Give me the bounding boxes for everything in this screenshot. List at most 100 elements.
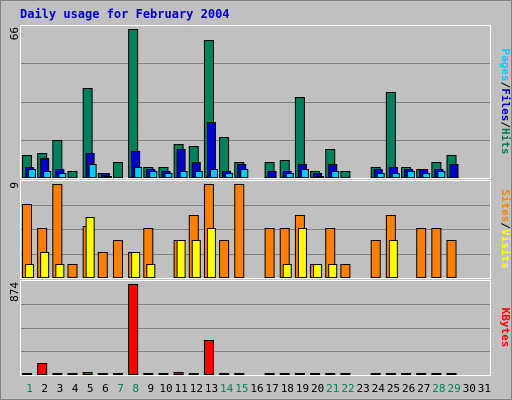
bar-kbytes-day-11	[173, 372, 184, 375]
bar-kbytes-day-18	[279, 373, 290, 375]
bar-kbytes-day-6	[97, 373, 108, 375]
x-tick-label-day-2: 2	[41, 382, 48, 395]
bar-sites-day-19	[297, 228, 307, 278]
bar-pages-day-3	[58, 173, 67, 178]
bar-kbytes-day-7	[112, 373, 123, 375]
bar-visits-day-24	[370, 240, 381, 278]
bar-visits-day-4	[67, 264, 78, 278]
bar-pages-day-11	[179, 171, 188, 178]
bar-kbytes-day-27	[416, 373, 427, 375]
x-tick-label-day-12: 12	[190, 382, 203, 395]
x-tick-label-day-8: 8	[132, 382, 139, 395]
side-label-part: /	[499, 121, 512, 128]
panel-box-kbytes	[20, 280, 491, 376]
bar-sites-day-9	[146, 264, 156, 278]
x-tick-label-day-6: 6	[102, 382, 109, 395]
bar-hits-day-25	[385, 92, 396, 178]
x-tick-label-day-28: 28	[432, 382, 445, 395]
bar-kbytes-day-10	[158, 373, 169, 375]
x-tick-label-day-1: 1	[26, 382, 33, 395]
bar-kbytes-day-29	[446, 373, 457, 375]
bar-hits-day-4	[67, 171, 78, 178]
x-tick-label-day-30: 30	[463, 382, 476, 395]
x-tick-label-day-31: 31	[478, 382, 491, 395]
bar-pages-day-18	[285, 173, 294, 178]
bar-sites-day-25	[388, 240, 398, 278]
x-tick-label-day-4: 4	[72, 382, 79, 395]
side-label-part: Pages	[499, 49, 512, 82]
bar-kbytes-day-2	[37, 363, 48, 375]
side-label-part: /	[499, 222, 512, 229]
bar-sites-day-8	[131, 252, 141, 278]
bar-pages-day-13	[209, 169, 218, 178]
bar-kbytes-day-13	[203, 340, 214, 375]
x-tick-label-day-26: 26	[402, 382, 415, 395]
bar-pages-day-28	[437, 171, 446, 178]
bar-kbytes-day-4	[67, 373, 78, 375]
chart-plot-area: 66Pages/Files/Hits9Sites/Visits874KBytes…	[8, 25, 512, 395]
bar-visits-day-28	[431, 228, 442, 278]
bar-pages-day-14	[225, 173, 234, 178]
bar-pages-day-12	[194, 171, 203, 178]
bar-pages-day-6	[103, 176, 112, 178]
bar-kbytes-day-20	[310, 373, 321, 375]
bar-sites-day-1	[25, 264, 34, 278]
x-tick-label-day-21: 21	[326, 382, 339, 395]
x-tick-label-day-27: 27	[417, 382, 430, 395]
x-tick-label-day-29: 29	[447, 382, 460, 395]
bar-pages-day-2	[43, 171, 52, 178]
bar-visits-day-3	[52, 184, 63, 278]
bar-sites-day-12	[191, 240, 201, 278]
bar-visits-day-27	[416, 228, 427, 278]
chart-title: Daily usage for February 2004	[20, 7, 230, 21]
bar-kbytes-day-19	[294, 373, 305, 375]
bar-files-day-29	[449, 164, 459, 178]
bar-pages-day-5	[88, 164, 97, 178]
panel-box-hits-files-pages	[20, 25, 491, 179]
bar-kbytes-day-25	[385, 373, 396, 375]
bar-pages-day-20	[316, 176, 325, 178]
bar-kbytes-day-22	[340, 373, 351, 375]
x-tick-label-day-3: 3	[57, 382, 64, 395]
x-tick-label-day-7: 7	[117, 382, 124, 395]
panel-box-visits-sites	[20, 180, 491, 279]
bar-pages-day-25	[391, 173, 400, 178]
y-max-label-visits-sites: 9	[8, 182, 21, 189]
side-label-part: KBytes	[499, 308, 512, 348]
bar-kbytes-day-12	[188, 373, 199, 375]
x-tick-label-day-19: 19	[296, 382, 309, 395]
bar-pages-day-24	[376, 173, 385, 178]
bar-visits-day-7	[112, 240, 123, 278]
bar-kbytes-day-17	[264, 373, 275, 375]
bar-pages-day-26	[407, 171, 416, 178]
bar-pages-day-27	[422, 173, 431, 178]
bar-kbytes-day-14	[219, 373, 230, 375]
x-tick-label-day-17: 17	[266, 382, 279, 395]
side-label-hits-files-pages: Pages/Files/Hits	[499, 49, 512, 155]
bar-visits-day-22	[340, 264, 351, 278]
bar-sites-day-3	[55, 264, 65, 278]
x-tick-label-day-9: 9	[148, 382, 155, 395]
x-tick-label-day-24: 24	[372, 382, 386, 395]
side-label-part: Files	[499, 88, 512, 121]
side-label-kbytes: KBytes	[499, 308, 512, 348]
bar-visits-day-6	[97, 252, 108, 278]
bar-sites-day-13	[206, 228, 216, 278]
bar-visits-day-17	[264, 228, 275, 278]
x-tick-label-day-18: 18	[281, 382, 294, 395]
bar-pages-day-15	[240, 169, 249, 178]
bar-sites-day-11	[176, 240, 186, 278]
x-tick-label-day-10: 10	[159, 382, 172, 395]
side-label-part: Sites	[499, 189, 512, 222]
bar-kbytes-day-5	[82, 372, 93, 375]
bar-kbytes-day-28	[431, 373, 442, 375]
bar-kbytes-day-15	[234, 373, 245, 375]
side-label-part: Visits	[499, 229, 512, 269]
bar-sites-day-18	[282, 264, 292, 278]
bar-kbytes-day-8	[128, 284, 139, 375]
x-tick-label-day-23: 23	[357, 382, 370, 395]
x-tick-label-day-13: 13	[205, 382, 218, 395]
bar-sites-day-21	[328, 264, 338, 278]
